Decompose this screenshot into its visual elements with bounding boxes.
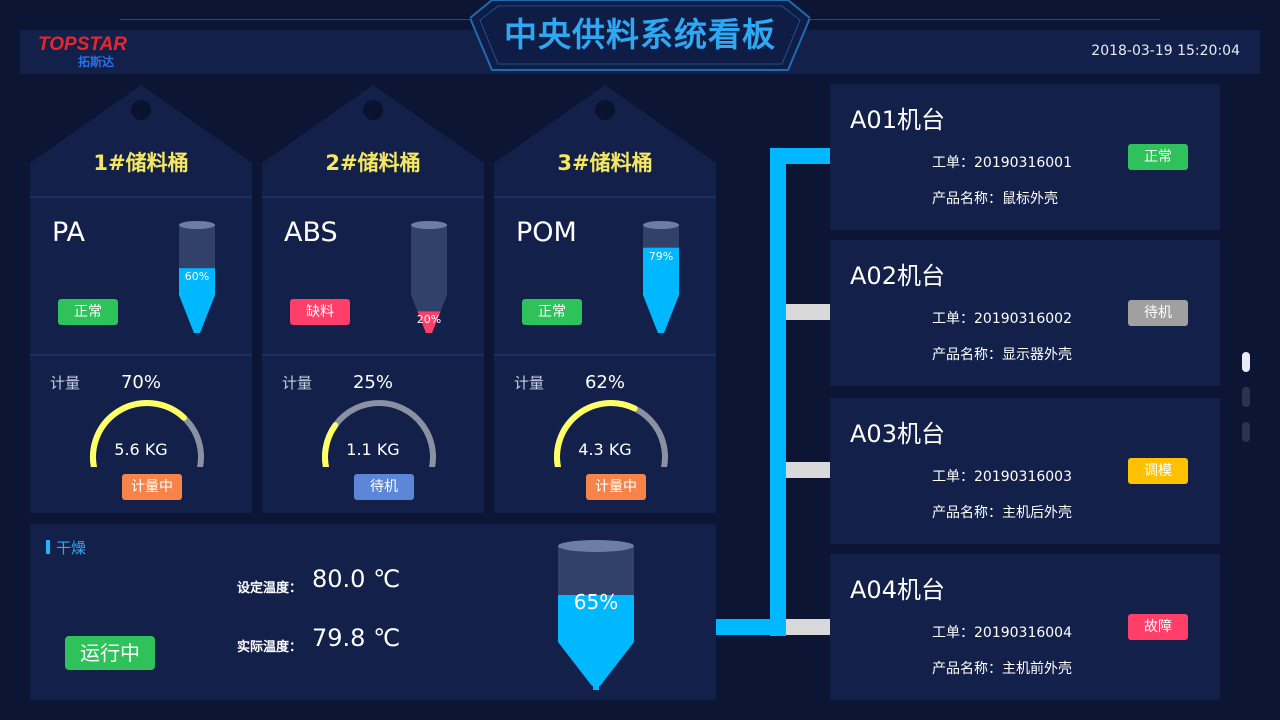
- machine-order: 工单：20190316002: [932, 311, 1072, 327]
- meter-percent: 62%: [584, 372, 625, 393]
- cylinder-empty: [411, 225, 447, 333]
- tank-material: PA: [52, 217, 86, 248]
- page-title: 中央供料系统看板: [504, 15, 776, 54]
- meter-label: 计量: [282, 374, 313, 392]
- pipe-a04: [786, 619, 830, 635]
- meter-gauge: [322, 400, 436, 467]
- meter-weight: 5.6 KG: [114, 440, 168, 459]
- meter-label: 计量: [50, 374, 81, 392]
- tank-level-cylinder: [411, 221, 447, 333]
- meter-weight: 1.1 KG: [346, 440, 400, 459]
- page-dot-2[interactable]: [1242, 387, 1250, 407]
- tank-level-text: 79%: [648, 249, 674, 263]
- machine-card-2[interactable]: A02机台 工单：20190316002 产品名称：显示器外壳 待机: [830, 240, 1220, 386]
- meter-percent: 25%: [352, 372, 393, 393]
- meter-status-badge: 计量中: [586, 474, 646, 500]
- pipe-main-vertical: [770, 148, 786, 636]
- tank-card-1: 1#储料桶 PA 正常 60% 计量 70% 5.6 KG 计量中: [30, 85, 252, 513]
- machine-status-badge: 故障: [1128, 614, 1188, 640]
- meter-weight: 4.3 KG: [578, 440, 632, 459]
- machine-name: A01机台: [850, 106, 945, 134]
- tank-status-badge: 正常: [522, 299, 582, 325]
- actual-temp-value: 79.8 ℃: [312, 624, 401, 652]
- pipe-a02: [786, 304, 830, 320]
- dryer-silo: [558, 540, 634, 690]
- page-dot-3[interactable]: [1242, 422, 1250, 442]
- machine-status-badge: 调模: [1128, 458, 1188, 484]
- pipe-a03: [786, 462, 830, 478]
- machine-name: A02机台: [850, 262, 945, 290]
- header-line-left: [120, 19, 480, 20]
- machine-name: A03机台: [850, 420, 945, 448]
- datetime: 2018-03-19 15:20:04: [1091, 43, 1240, 59]
- dryer-level-text: 65%: [573, 590, 619, 614]
- machine-card-4[interactable]: A04机台 工单：20190316004 产品名称：主机前外壳 故障: [830, 554, 1220, 700]
- pipe-network: [716, 148, 830, 636]
- tank-level-cylinder: [179, 221, 215, 333]
- meter-status-badge: 计量中: [122, 474, 182, 500]
- tank-status-badge: 正常: [58, 299, 118, 325]
- logo: TOPSTAR: [38, 34, 128, 55]
- meter-label: 计量: [514, 374, 545, 392]
- tank-material: ABS: [284, 217, 338, 248]
- machine-order: 工单：20190316004: [932, 625, 1072, 641]
- gauge-value: [90, 400, 187, 467]
- tank-card-shape: [494, 85, 716, 513]
- machine-product: 产品名称：鼠标外壳: [932, 191, 1058, 207]
- tank-title: 3#储料桶: [557, 151, 653, 175]
- tank-status-badge: 缺料: [290, 299, 350, 325]
- machine-product: 产品名称：主机后外壳: [932, 505, 1072, 521]
- actual-temp-label: 实际温度：: [237, 640, 303, 655]
- machine-order: 工单：20190316001: [932, 155, 1072, 171]
- machine-name: A04机台: [850, 576, 945, 604]
- tank-level-text: 60%: [184, 270, 210, 284]
- machine-status-badge: 待机: [1128, 300, 1188, 326]
- tank-material: POM: [516, 217, 577, 248]
- dryer-title-marker: [46, 540, 50, 554]
- page-dot-1[interactable]: [1242, 352, 1250, 372]
- dryer-title: 干燥: [56, 539, 87, 557]
- tank-title: 2#储料桶: [325, 151, 421, 175]
- gauge-value: [554, 400, 638, 467]
- machine-product: 产品名称：主机前外壳: [932, 661, 1072, 677]
- meter-gauge: [90, 400, 204, 467]
- dryer-status-badge: 运行中: [65, 636, 155, 670]
- tank-card-shape: [262, 85, 484, 513]
- machine-card-3[interactable]: A03机台 工单：20190316003 产品名称：主机后外壳 调模: [830, 398, 1220, 544]
- pipe-dryer-link: [716, 619, 786, 635]
- meter-status-badge: 待机: [354, 474, 414, 500]
- meter-gauge: [554, 400, 668, 467]
- machine-product: 产品名称：显示器外壳: [932, 347, 1072, 363]
- tank-card-3: 3#储料桶 POM 正常 79% 计量 62% 4.3 KG 计量中: [494, 85, 716, 513]
- logo-subtitle: 拓斯达: [78, 55, 115, 69]
- tank-level-cylinder: [643, 221, 679, 333]
- pipe-a01: [770, 148, 830, 164]
- gauge-value: [322, 422, 339, 467]
- header-line-right: [800, 19, 1160, 20]
- tank-level-text: 20%: [416, 313, 442, 327]
- set-temp-value: 80.0 ℃: [312, 565, 401, 593]
- tank-card-shape: [30, 85, 252, 513]
- machine-order: 工单：20190316003: [932, 469, 1072, 485]
- set-temp-label: 设定温度：: [237, 581, 303, 596]
- machine-status-badge: 正常: [1128, 144, 1188, 170]
- title-frame: [470, 0, 810, 71]
- meter-percent: 70%: [120, 372, 161, 393]
- machine-card-1[interactable]: A01机台 工单：20190316001 产品名称：鼠标外壳 正常: [830, 84, 1220, 230]
- tank-card-2: 2#储料桶 ABS 缺料 20% 计量 25% 1.1 KG 待机: [262, 85, 484, 513]
- tank-title: 1#储料桶: [93, 151, 189, 175]
